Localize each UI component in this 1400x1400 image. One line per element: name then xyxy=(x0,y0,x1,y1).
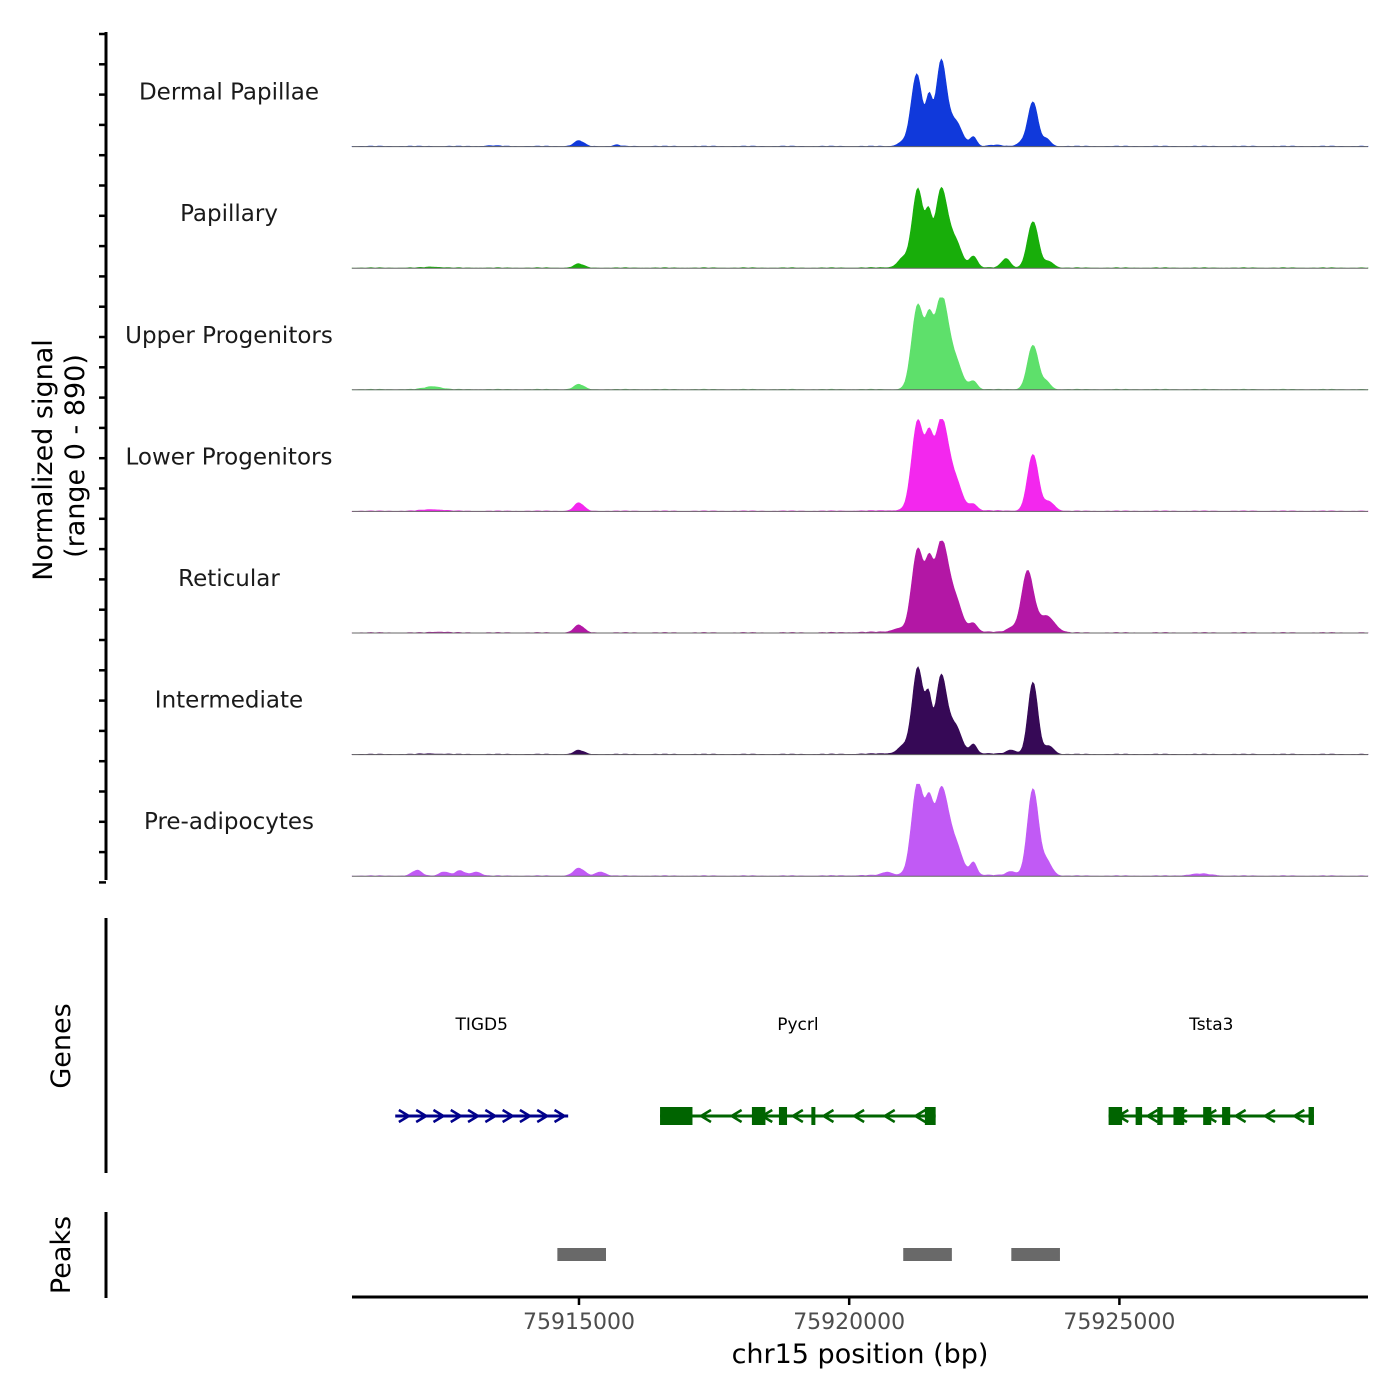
strand-arrow-icon xyxy=(501,1108,516,1124)
gene-exon xyxy=(811,1107,816,1125)
track-label: Pre-adipocytes xyxy=(144,809,314,835)
gene-annotations: TIGD5 Pycrl Tsta3 xyxy=(395,1015,1314,1125)
strand-arrow-icon xyxy=(882,1108,896,1124)
gene-exon xyxy=(1173,1107,1185,1125)
y-axis-title-line2: (range 0 - 890) xyxy=(60,354,91,558)
strand-arrow-icon xyxy=(450,1108,464,1124)
signal-track: Lower Progenitors xyxy=(126,418,1369,512)
strand-arrow-icon xyxy=(729,1108,743,1124)
gene-exon xyxy=(660,1107,693,1125)
signal-area xyxy=(351,783,1369,877)
strand-arrow-icon xyxy=(467,1108,481,1124)
strand-arrow-icon xyxy=(1262,1108,1276,1124)
genes-track-label: Genes xyxy=(46,1003,77,1088)
track-label: Upper Progenitors xyxy=(125,323,333,349)
signal-track: Pre-adipocytes xyxy=(144,783,1369,877)
strand-arrow-icon xyxy=(398,1108,412,1124)
track-label: Reticular xyxy=(178,566,280,592)
signal-track: Papillary xyxy=(180,186,1369,269)
track-label: Lower Progenitors xyxy=(126,444,333,470)
signal-area xyxy=(351,58,1369,147)
signal-area xyxy=(351,666,1369,755)
strand-arrow-icon xyxy=(698,1108,712,1124)
strand-arrow-icon xyxy=(790,1108,804,1124)
track-label: Papillary xyxy=(180,201,278,227)
gene-label: Tsta3 xyxy=(1188,1015,1233,1035)
gene-exon xyxy=(1203,1107,1212,1125)
signal-y-ticks xyxy=(99,32,106,884)
gene-exon xyxy=(1108,1107,1123,1125)
track-label: Intermediate xyxy=(155,688,303,714)
gene-label: TIGD5 xyxy=(454,1015,507,1035)
strand-arrow-icon xyxy=(484,1108,498,1124)
peak-region xyxy=(1011,1248,1060,1261)
signal-track: Upper Progenitors xyxy=(125,297,1369,391)
gene-exon xyxy=(1308,1107,1314,1125)
x-axis-ticks: 75915000 75920000 75925000 xyxy=(523,1297,1175,1335)
signal-tracks: Dermal Papillae Papillary Upper Progenitor… xyxy=(125,58,1369,877)
peaks-track-label: Peaks xyxy=(46,1216,77,1294)
gene-label: Pycrl xyxy=(777,1015,818,1035)
gene-model: Pycrl xyxy=(660,1015,936,1125)
gene-model: TIGD5 xyxy=(395,1015,569,1124)
gene-exon xyxy=(751,1107,766,1125)
signal-track: Reticular xyxy=(178,540,1369,634)
strand-arrow-icon xyxy=(536,1108,550,1124)
signal-track: Intermediate xyxy=(155,666,1369,756)
peak-region xyxy=(903,1248,952,1261)
track-label: Dermal Papillae xyxy=(139,80,319,106)
strand-arrow-icon xyxy=(1233,1108,1247,1124)
x-tick-label: 75920000 xyxy=(793,1310,905,1335)
gene-exon xyxy=(1135,1107,1143,1125)
signal-track: Dermal Papillae xyxy=(139,58,1369,148)
strand-arrow-icon xyxy=(519,1108,533,1124)
gene-exon xyxy=(778,1107,788,1125)
signal-area xyxy=(351,297,1369,391)
strand-arrow-icon xyxy=(1145,1108,1159,1124)
gene-exon xyxy=(1222,1107,1231,1125)
gene-exon xyxy=(924,1107,936,1125)
gene-model: Tsta3 xyxy=(1108,1015,1314,1125)
peak-region xyxy=(557,1248,606,1261)
x-tick-label: 75925000 xyxy=(1063,1310,1175,1335)
strand-arrow-icon xyxy=(821,1108,835,1124)
gene-exon xyxy=(1157,1107,1163,1125)
y-axis-title-line1: Normalized signal xyxy=(28,339,59,581)
strand-arrow-icon xyxy=(432,1108,446,1124)
strand-arrow-icon xyxy=(1291,1108,1305,1124)
signal-area xyxy=(351,418,1369,512)
signal-area xyxy=(351,540,1369,634)
peak-regions xyxy=(557,1248,1060,1261)
x-tick-label: 75915000 xyxy=(523,1310,635,1335)
x-axis-title: chr15 position (bp) xyxy=(732,1339,989,1370)
strand-arrow-icon xyxy=(553,1108,567,1124)
signal-area xyxy=(351,186,1369,269)
strand-arrow-icon xyxy=(912,1108,926,1124)
strand-arrow-icon xyxy=(851,1108,865,1124)
strand-arrow-icon xyxy=(415,1108,429,1124)
